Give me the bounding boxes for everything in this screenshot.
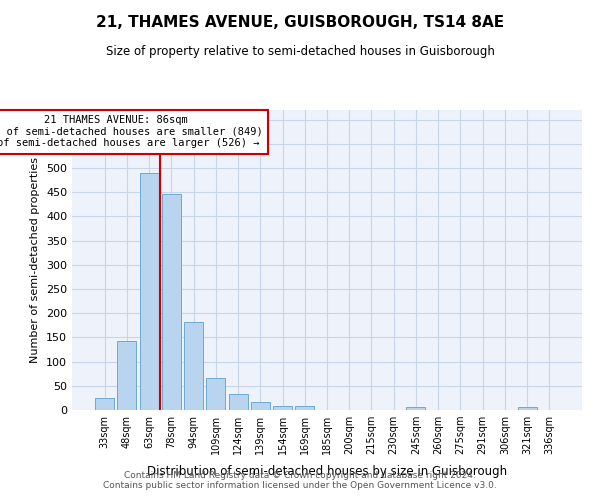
Bar xyxy=(206,378,225,410)
Bar xyxy=(406,407,425,410)
Bar xyxy=(162,194,181,410)
Bar xyxy=(518,407,536,410)
Bar xyxy=(95,398,114,410)
Bar xyxy=(295,406,314,410)
Text: Contains HM Land Registry data © Crown copyright and database right 2024.
Contai: Contains HM Land Registry data © Crown c… xyxy=(103,470,497,490)
Text: 21, THAMES AVENUE, GUISBOROUGH, TS14 8AE: 21, THAMES AVENUE, GUISBOROUGH, TS14 8AE xyxy=(96,15,504,30)
Bar xyxy=(118,342,136,410)
Bar xyxy=(184,322,203,410)
Text: Size of property relative to semi-detached houses in Guisborough: Size of property relative to semi-detach… xyxy=(106,45,494,58)
Y-axis label: Number of semi-detached properties: Number of semi-detached properties xyxy=(31,157,40,363)
Bar xyxy=(251,402,270,410)
X-axis label: Distribution of semi-detached houses by size in Guisborough: Distribution of semi-detached houses by … xyxy=(147,466,507,478)
Bar xyxy=(140,173,158,410)
Bar xyxy=(273,406,292,410)
Bar xyxy=(229,394,248,410)
Text: 21 THAMES AVENUE: 86sqm
← 61% of semi-detached houses are smaller (849)
38% of s: 21 THAMES AVENUE: 86sqm ← 61% of semi-de… xyxy=(0,115,263,148)
